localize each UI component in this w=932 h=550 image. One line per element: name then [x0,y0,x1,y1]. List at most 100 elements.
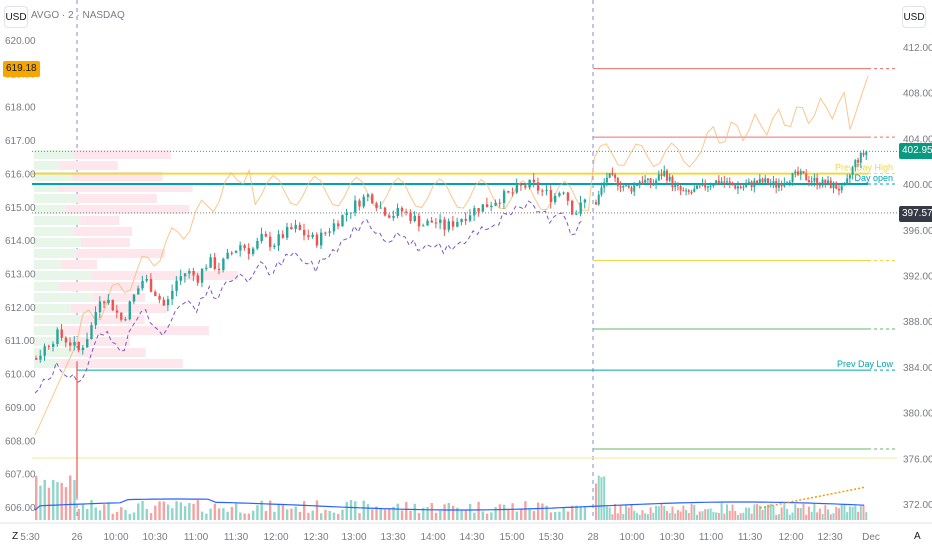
candle-body [268,236,272,248]
candle-body [179,276,183,281]
volume-bar [35,476,38,520]
candle-body [583,199,587,203]
auto-scale-right-button[interactable]: A [914,531,921,542]
candle-body [619,186,622,188]
volume-bar [668,513,671,520]
volume-bar [362,500,365,520]
volume-bar [813,503,816,520]
volume-bar [375,506,378,520]
volume-bar [217,508,221,520]
volume-bar [468,503,472,520]
volume-ma-line [34,498,865,511]
volume-bar [583,506,587,520]
candle-body [307,235,310,238]
candle-body [829,180,832,188]
candle-body [171,290,174,300]
candle-body [434,222,438,224]
candle-body [60,329,63,338]
candle-body [747,181,750,185]
volume-bar [324,509,327,520]
candle-body [597,194,600,205]
candle-body [575,213,578,215]
x-axis-tick: 11:30 [224,532,249,543]
candle-body [848,175,851,179]
volume-bar [595,483,597,520]
candle-body [668,176,671,181]
volume-bar [717,512,720,520]
volume-bar [728,510,731,520]
volume-bar [47,487,51,520]
candle-body [739,186,742,188]
candle-body [616,178,619,187]
volume-bar [209,508,212,520]
volume-bar [709,508,712,520]
profile-bar-buy [34,326,61,335]
candle-body [862,152,865,155]
candle-body [788,181,791,183]
volume-bar [649,507,652,520]
volume-bar [60,482,63,520]
volume-bar [679,511,682,520]
volume-bar [230,506,234,520]
left-axis-tick: 616.00 [5,169,36,180]
right-axis-tick: 404.00 [903,134,932,145]
candle-body [405,211,408,213]
left-axis-tick: 607.00 [5,470,36,481]
profile-bar-sell [61,260,98,269]
right-currency-button[interactable]: USD [902,6,926,28]
candle-body [818,185,821,187]
candle-body [507,190,510,193]
volume-bar [553,511,557,520]
candle-body [736,186,739,189]
candle-body [409,212,412,221]
volume-bar [764,505,767,520]
axes: 620.00619.00618.00617.00616.00615.00614.… [0,36,932,543]
candle-body [603,182,606,188]
volume-bar [307,512,310,520]
volume-bar [780,507,783,520]
profile-bar-buy [34,172,72,181]
candle-body [627,185,630,188]
volume-bar [345,501,348,520]
candle-body [674,185,677,188]
volume-bar [86,508,89,520]
candle-body [541,190,544,192]
auto-scale-left-button[interactable]: Z [12,531,19,542]
profile-bar-buy [34,315,81,324]
candle-body [824,179,827,185]
left-axis-tick: 620.00 [5,36,36,47]
candle-body [717,180,720,183]
candle-body [756,180,759,184]
candle-body [328,231,331,233]
candle-body [81,347,85,351]
candle-body [273,245,276,248]
volume-bar [179,502,183,520]
volume-bar [239,512,242,520]
volume-bar [633,510,636,520]
volume-bar [818,508,821,520]
candle-body [371,194,374,204]
volume-bar [473,512,476,520]
candle-body [298,224,302,230]
volume-bar [511,503,514,520]
left-currency-button[interactable]: USD [4,6,28,28]
volume-bar [862,505,865,520]
symbol-title: AVGO · 2 · NASDAQ [31,10,125,21]
volume-bar [663,505,666,520]
candle-body [162,299,166,306]
volume-bar [696,514,699,520]
candle-body [324,232,327,234]
x-axis-tick: 14:30 [459,532,484,543]
candle-body [400,207,404,212]
candle-body [213,257,217,269]
candle-body [734,185,737,189]
candle-body [417,215,421,227]
volume-bar [772,505,775,520]
candle-body [605,177,608,183]
candle-body [865,151,868,155]
profile-bar-sell [92,293,145,302]
candle-body [132,294,136,302]
x-axis-tick: 12:00 [778,532,803,543]
candle-body [644,180,647,183]
